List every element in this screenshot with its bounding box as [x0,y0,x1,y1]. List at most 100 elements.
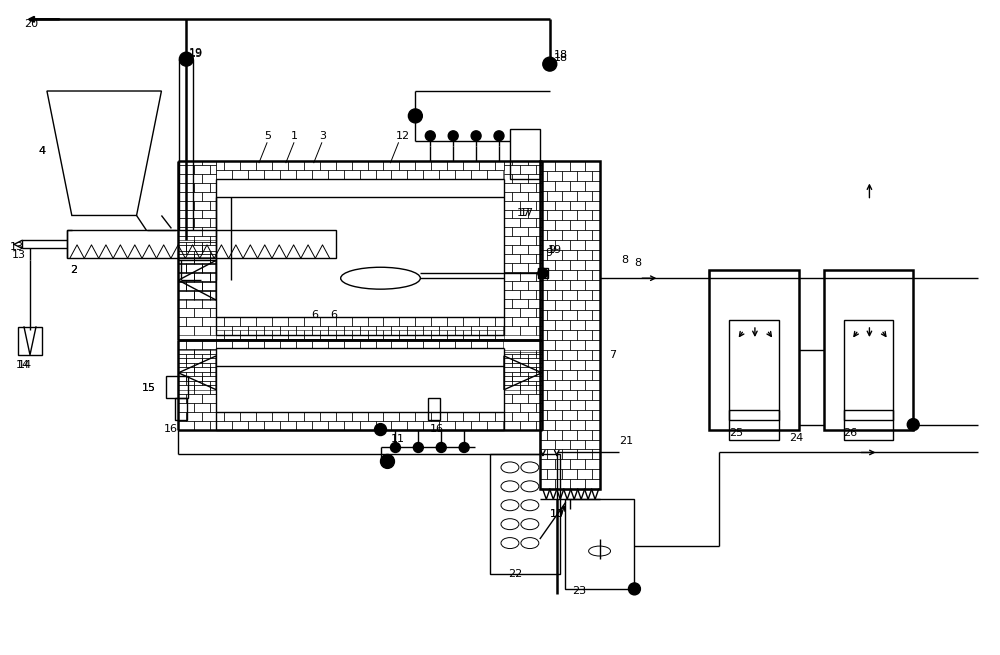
Bar [399,160,415,170]
Bar [178,411,186,421]
Bar [383,317,399,326]
Bar [555,400,570,409]
Bar [570,340,585,350]
Bar [540,210,547,221]
Text: 24: 24 [789,432,803,443]
Bar [562,250,577,260]
Text: 4: 4 [38,145,45,156]
Bar [538,269,548,278]
Bar [280,339,296,348]
Bar [178,240,194,242]
Bar [272,411,288,421]
Bar [504,219,520,227]
Circle shape [179,52,193,66]
Bar [304,330,320,339]
Bar [536,200,542,210]
Bar [439,421,455,430]
Bar [479,160,495,170]
Bar [504,254,520,263]
Bar [504,160,512,164]
Bar [178,281,186,290]
Bar [504,421,520,430]
Bar [178,326,194,335]
Bar [256,330,272,339]
Bar [562,390,577,400]
Bar [178,242,186,252]
Bar [528,281,542,290]
Bar [565,499,634,589]
Bar [547,409,562,420]
Bar [194,308,210,317]
Bar [512,246,528,254]
Bar [592,370,600,380]
Bar [447,317,463,326]
Bar [504,384,520,394]
Bar [320,160,336,170]
Bar [495,411,504,421]
Bar [202,317,216,326]
Circle shape [494,131,504,141]
Bar [592,210,600,221]
Bar [528,411,542,421]
Bar [194,240,210,242]
Bar [178,384,194,394]
Bar [520,384,536,394]
Bar [528,191,542,200]
Bar [391,326,407,335]
Bar [585,260,600,271]
Bar [186,394,202,403]
Bar [577,409,592,420]
Bar [504,236,520,246]
Bar [455,326,471,335]
Bar [536,164,542,174]
Bar [592,191,600,200]
Bar [585,181,600,191]
Text: 17: 17 [520,208,534,219]
Bar [202,372,216,381]
Bar [248,170,264,179]
Bar [562,470,577,479]
Bar [487,421,503,430]
Bar [520,183,536,191]
Bar [178,254,194,263]
Bar [194,421,210,430]
Bar [431,330,447,339]
Bar [178,358,186,367]
Bar [67,231,336,258]
Bar [547,370,562,380]
Bar [439,326,455,335]
Bar [360,326,376,335]
Bar [570,440,585,449]
Bar [368,330,383,339]
Bar [224,411,240,421]
Text: 19: 19 [548,246,562,255]
Bar [528,317,542,326]
Bar [224,160,240,170]
Bar [210,240,216,242]
Bar [555,300,570,310]
Bar [471,421,487,430]
Bar [844,320,893,420]
Bar [709,271,799,430]
Bar [264,339,280,348]
Bar [577,330,592,340]
Bar [352,411,368,421]
Bar [504,272,520,281]
Bar [540,181,555,191]
Bar [547,350,562,360]
Bar [562,271,577,280]
Bar [210,308,216,317]
Circle shape [390,443,400,453]
Bar [178,264,186,273]
Bar [555,459,570,470]
Bar [186,210,202,219]
Bar [536,326,542,335]
Bar [383,160,399,170]
Bar [585,459,600,470]
Bar [540,290,547,300]
Bar [328,170,344,179]
Bar [368,317,383,326]
Bar [304,317,320,326]
Bar [320,411,336,421]
Bar [504,411,512,421]
